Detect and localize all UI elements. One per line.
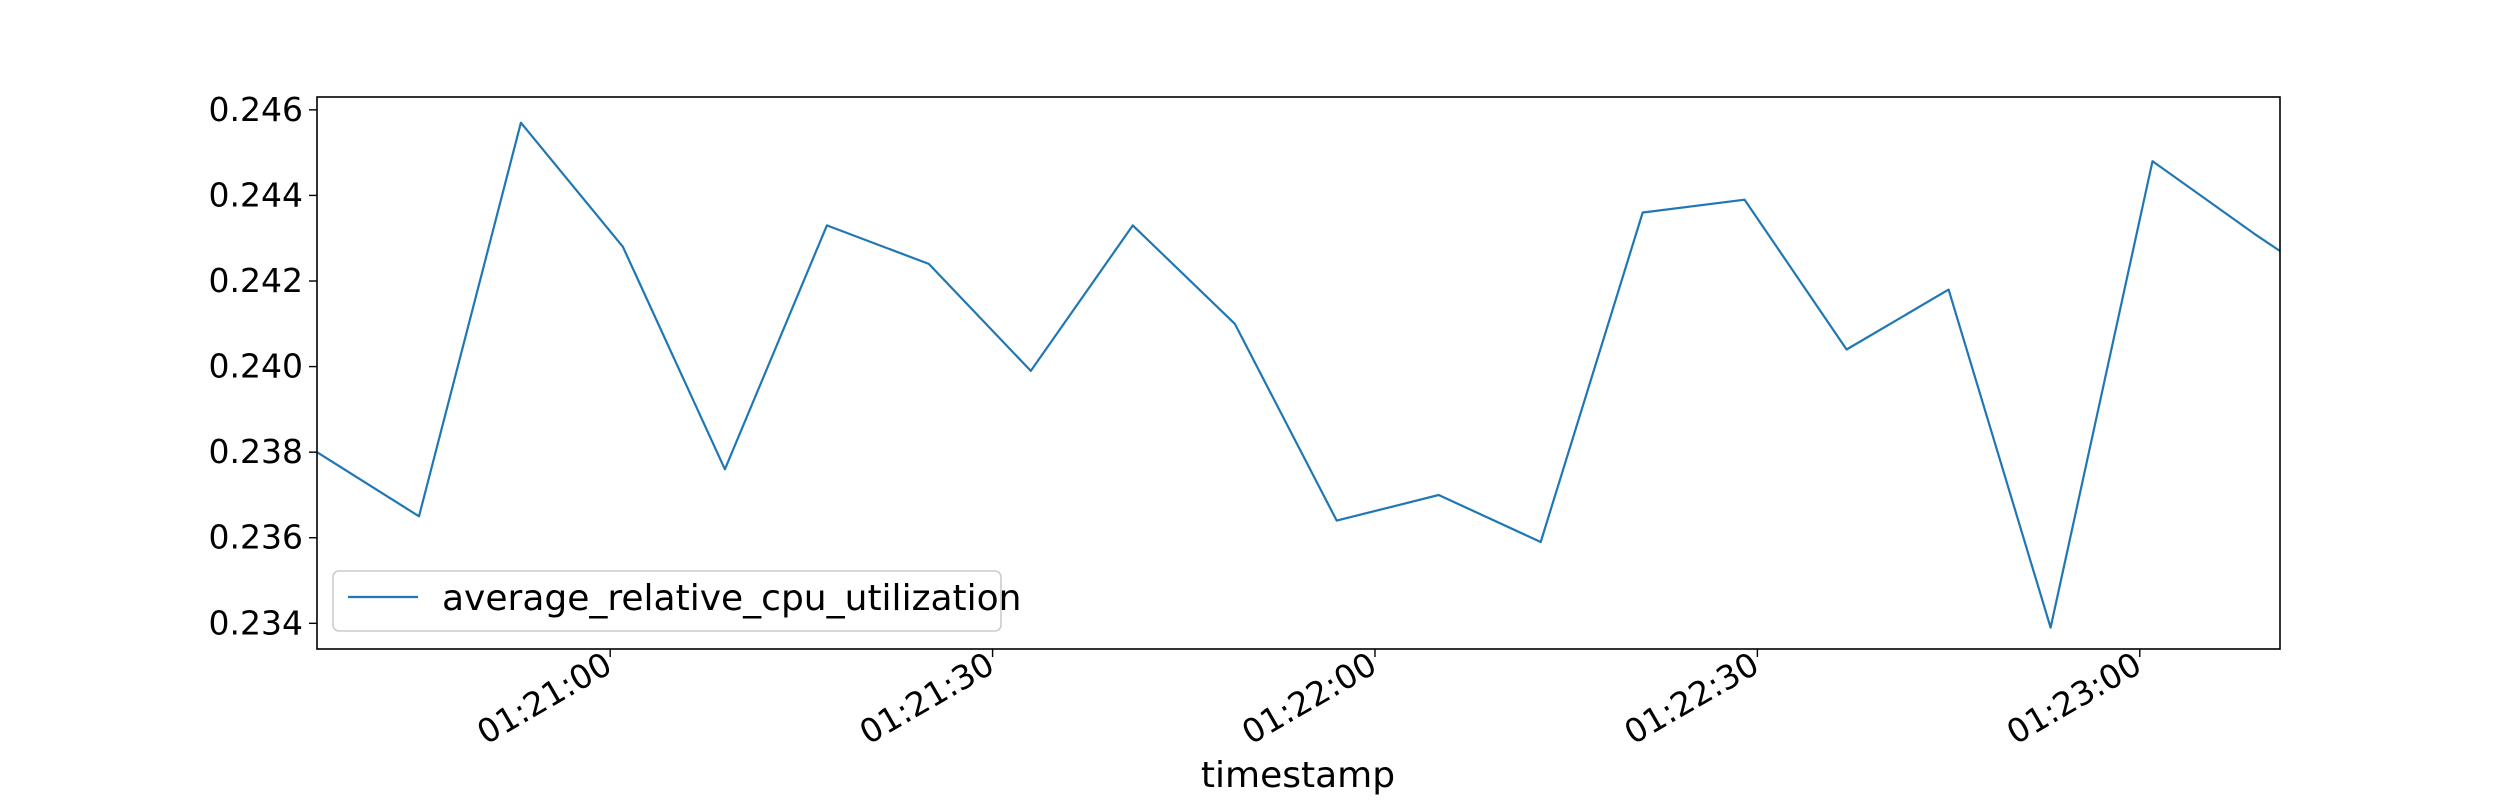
legend-box	[332, 570, 1002, 632]
legend-label: average_relative_cpu_utilization	[442, 578, 1021, 619]
y-tick-label: 0.242	[209, 261, 303, 300]
y-tick-label: 0.240	[209, 347, 303, 386]
legend: average_relative_cpu_utilization	[332, 570, 1021, 632]
y-tick-label: 0.238	[209, 432, 303, 471]
y-axis: 0.234 0.236 0.238 0.240 0.242 0.244 0.246	[209, 90, 317, 642]
series-line-0	[316, 121, 2281, 629]
x-axis-title: timestamp	[1201, 755, 1395, 796]
y-tick-label: 0.234	[209, 603, 303, 642]
series-layer	[316, 121, 2281, 629]
y-tick-label: 0.236	[209, 518, 303, 557]
y-tick-label: 0.246	[209, 90, 303, 129]
plot-area-frame	[316, 96, 2281, 650]
y-tick-label: 0.244	[209, 175, 303, 214]
